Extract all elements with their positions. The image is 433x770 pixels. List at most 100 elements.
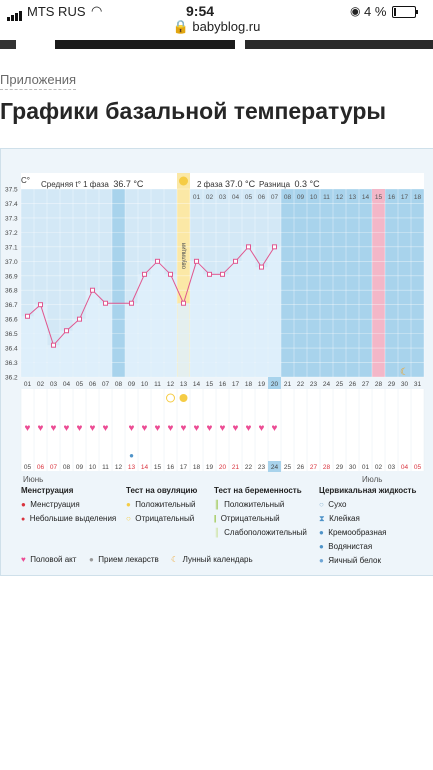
positive-circle-icon: ●: [126, 500, 131, 509]
date-label: 03: [388, 464, 396, 471]
heart-icon: ♥: [246, 423, 252, 434]
negative-circle-icon: ○: [126, 514, 131, 523]
breadcrumb[interactable]: Приложения: [0, 72, 77, 90]
phase2-day-label: 06: [258, 194, 266, 201]
phase2-day-label: 02: [206, 194, 214, 201]
phase2-value: 37.0 °C: [224, 179, 256, 189]
temperature-bar: [138, 274, 151, 377]
one-line-icon: |: [214, 514, 217, 523]
banner-image-left: [0, 40, 16, 49]
page-title: Графики базальной температуры: [0, 98, 387, 124]
eggwhite-drop-icon: ●: [319, 556, 324, 565]
battery-percent: 4 %: [364, 4, 387, 19]
cycle-day-label: 04: [63, 381, 71, 388]
temperature-bar: [229, 261, 242, 377]
carrier-name: MTS RUS: [27, 4, 86, 19]
legend-ovtest-positive: ● Положительный: [126, 500, 196, 509]
temperature-line-segment: [170, 274, 184, 304]
watery-drop-icon: ●: [319, 542, 324, 551]
date-label: 20: [219, 464, 227, 471]
period-header-fill: [372, 189, 385, 201]
cycle-day-label: 23: [310, 381, 318, 388]
legend-cervical-title: Цервикальная жидкость: [319, 486, 417, 495]
y-tick-label: 37.4: [5, 201, 18, 208]
bbt-chart-panel: 37.5 37.4 37.3 37.2 37.1 37.0 36.9 36.8 36.7 36.6…: [0, 148, 433, 576]
cycle-day-label: 17: [232, 381, 240, 388]
temperature-bar: [216, 274, 229, 377]
y-tick-label: 37.1: [5, 244, 18, 251]
legend-pregtest-negative: | Отрицательный: [214, 514, 280, 523]
cycle-day-label: 07: [102, 381, 110, 388]
url-domain: babyblog.ru: [192, 19, 261, 34]
cycle-day-label: 09: [128, 381, 136, 388]
date-label: 02: [375, 464, 383, 471]
date-label: 08: [63, 464, 71, 471]
temperature-point: [181, 300, 186, 306]
phase2-day-label: 16: [388, 194, 396, 201]
phase2-day-label: 13: [349, 194, 357, 201]
legend-medication: ● Прием лекарств: [89, 555, 159, 564]
legend-cervical-watery: ● Водянистая: [319, 542, 373, 551]
status-time: 9:54: [186, 3, 215, 19]
cycle-day-label: 29: [388, 381, 396, 388]
url-bar[interactable]: 🔒 babyblog.ru: [0, 16, 433, 38]
cycle-day-label: 01: [24, 381, 32, 388]
temperature-point: [220, 271, 225, 277]
cycle-day-label: 25: [336, 381, 344, 388]
date-label: 10: [89, 464, 97, 471]
y-tick-label: 36.9: [5, 273, 18, 280]
rotation-lock-icon: ◉: [350, 4, 361, 18]
cycle-day-label: 16: [219, 381, 227, 388]
phase1-value: 36.7 °C: [113, 179, 144, 189]
heart-icon: ♥: [103, 423, 109, 434]
y-tick-label: 37.2: [5, 230, 18, 237]
temperature-bar: [86, 290, 99, 377]
temperature-bar: [60, 330, 73, 377]
heart-icon: ♥: [155, 423, 161, 434]
temperature-bar: [268, 246, 281, 377]
heart-icon: ♥: [77, 423, 83, 434]
date-label: 07: [50, 464, 58, 471]
diff-value: 0.3 °C: [294, 179, 320, 189]
date-label: 30: [349, 464, 357, 471]
cycle-day-label: 18: [245, 381, 253, 388]
phase2-day-label: 18: [414, 194, 422, 201]
cycle-day-label: 12: [167, 381, 175, 388]
cycle-day-label: 28: [375, 381, 383, 388]
date-label: 19: [206, 464, 214, 471]
temperature-bar: [125, 303, 138, 377]
legend-moon: ☾ Лунный календарь: [171, 555, 253, 564]
heart-icon: ♥: [38, 423, 44, 434]
ad-banner[interactable]: [0, 40, 433, 49]
phase2-day-label: 12: [336, 194, 344, 201]
cycle-day-label: 31: [414, 381, 422, 388]
temperature-line-segment: [131, 274, 145, 304]
cycle-day-label: 30: [401, 381, 409, 388]
y-tick-label: 36.5: [5, 331, 18, 338]
date-label: 17: [180, 464, 188, 471]
drop-icon: ●: [21, 500, 26, 509]
temperature-point: [207, 271, 212, 277]
temperature-point: [194, 258, 199, 264]
heart-icon: ♥: [194, 423, 200, 434]
marker-rows-bg: [21, 389, 424, 471]
date-label: 28: [323, 464, 331, 471]
temperature-point: [25, 313, 30, 319]
y-tick-label: 37.0: [5, 259, 18, 266]
battery-icon: [392, 6, 418, 18]
phase2-day-label: 05: [245, 194, 253, 201]
date-label: 05: [414, 464, 422, 471]
heart-icon: ♥: [168, 423, 174, 434]
temperature-bar: [73, 319, 86, 377]
temperature-point: [168, 271, 173, 277]
bbt-chart: 37.5 37.4 37.3 37.2 37.1 37.0 36.9 36.8 36.7 36.6…: [5, 173, 425, 472]
status-bar: MTS RUS ◠ 9:54 ◉ 4 %: [0, 0, 433, 24]
temperature-bar: [164, 274, 177, 377]
two-lines-icon: ║: [214, 500, 220, 509]
cycle-day-label: 06: [89, 381, 97, 388]
temperature-line-segment: [261, 246, 275, 268]
cycle-day-label: 24: [323, 381, 331, 388]
dry-drop-icon: ○: [319, 500, 324, 509]
small-drop-icon: ●: [21, 516, 26, 523]
creamy-drop-icon: ●: [319, 528, 324, 537]
